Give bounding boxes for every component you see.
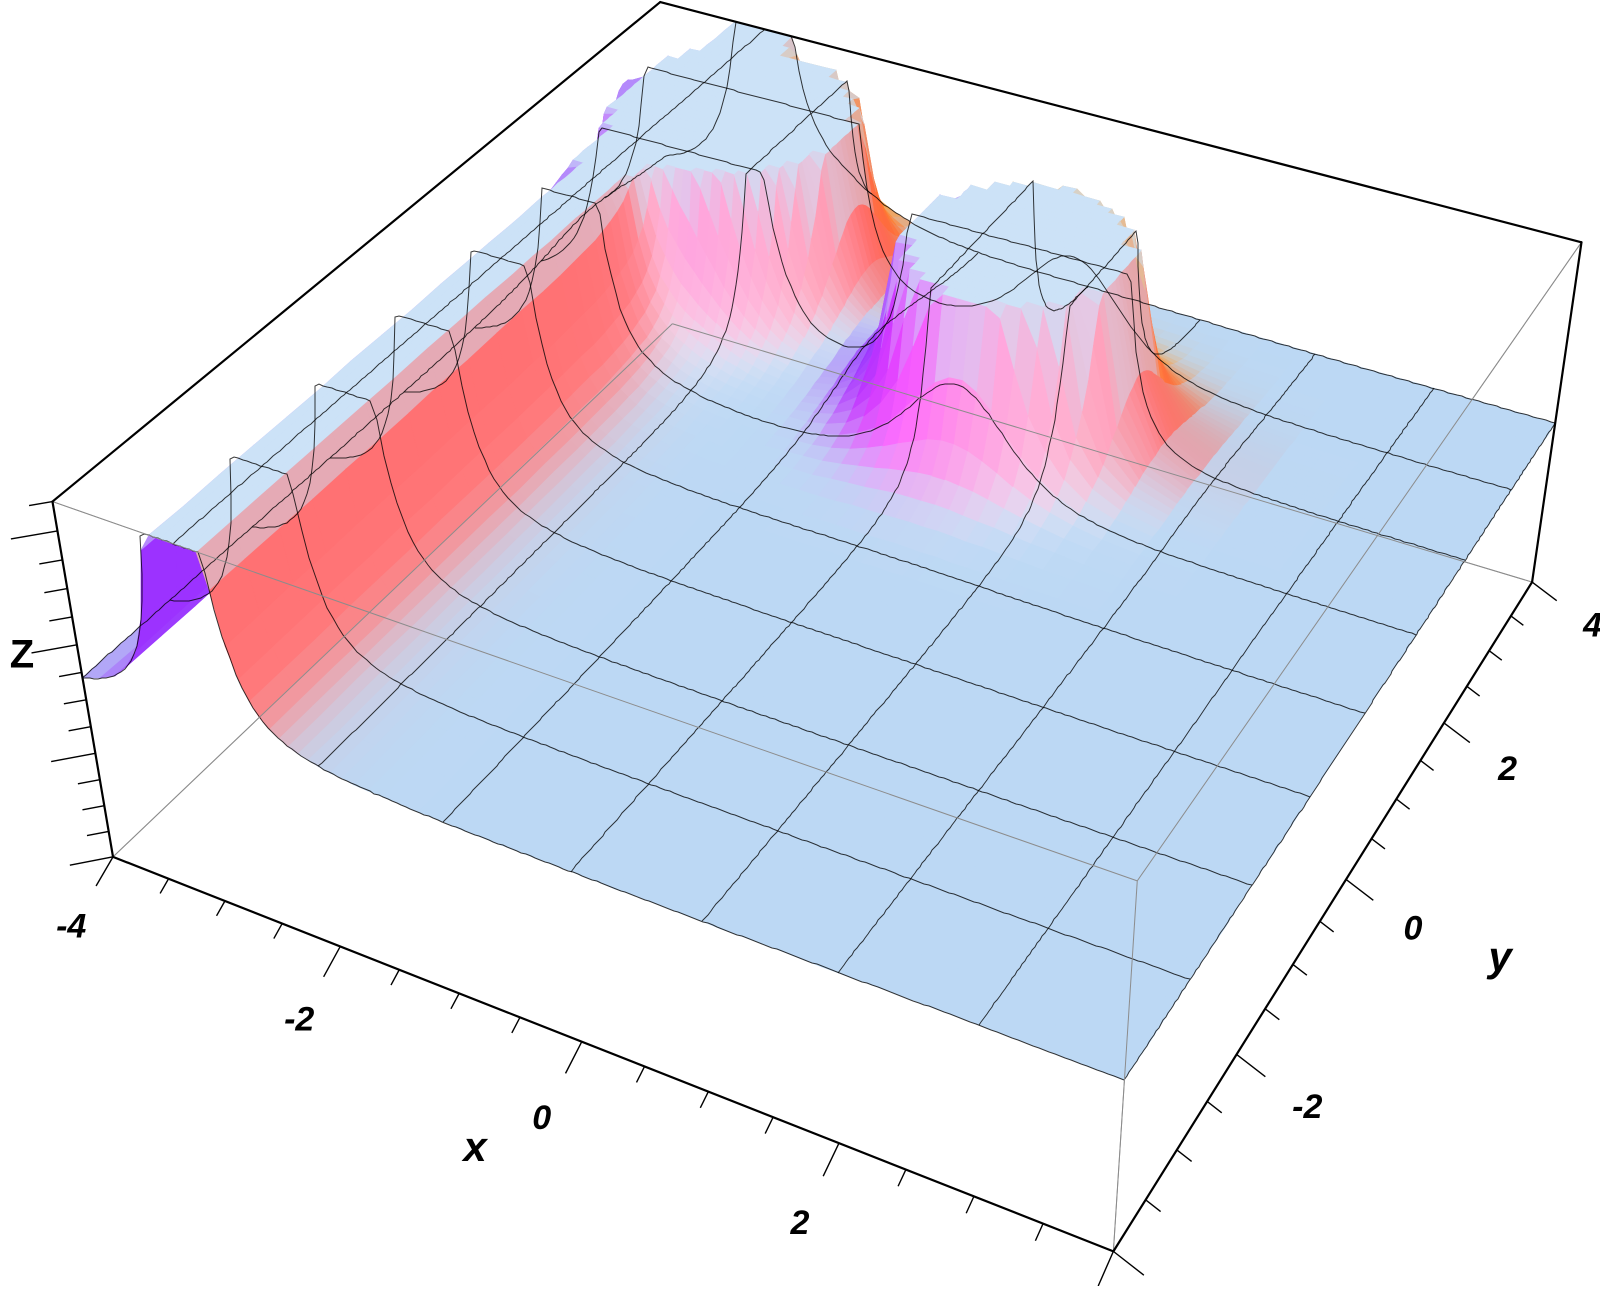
svg-text:-4: -4 <box>56 908 86 946</box>
svg-text:0: 0 <box>532 1099 551 1137</box>
svg-text:0: 0 <box>1404 910 1423 948</box>
svg-text:2: 2 <box>1497 750 1517 788</box>
svg-text:-2: -2 <box>284 1000 314 1038</box>
svg-text:x: x <box>461 1123 488 1170</box>
svg-text:y: y <box>1486 933 1514 980</box>
svg-text:Z: Z <box>10 633 34 677</box>
svg-text:4: 4 <box>1582 607 1600 645</box>
svg-text:2: 2 <box>790 1204 810 1242</box>
svg-text:-2: -2 <box>1292 1088 1322 1126</box>
